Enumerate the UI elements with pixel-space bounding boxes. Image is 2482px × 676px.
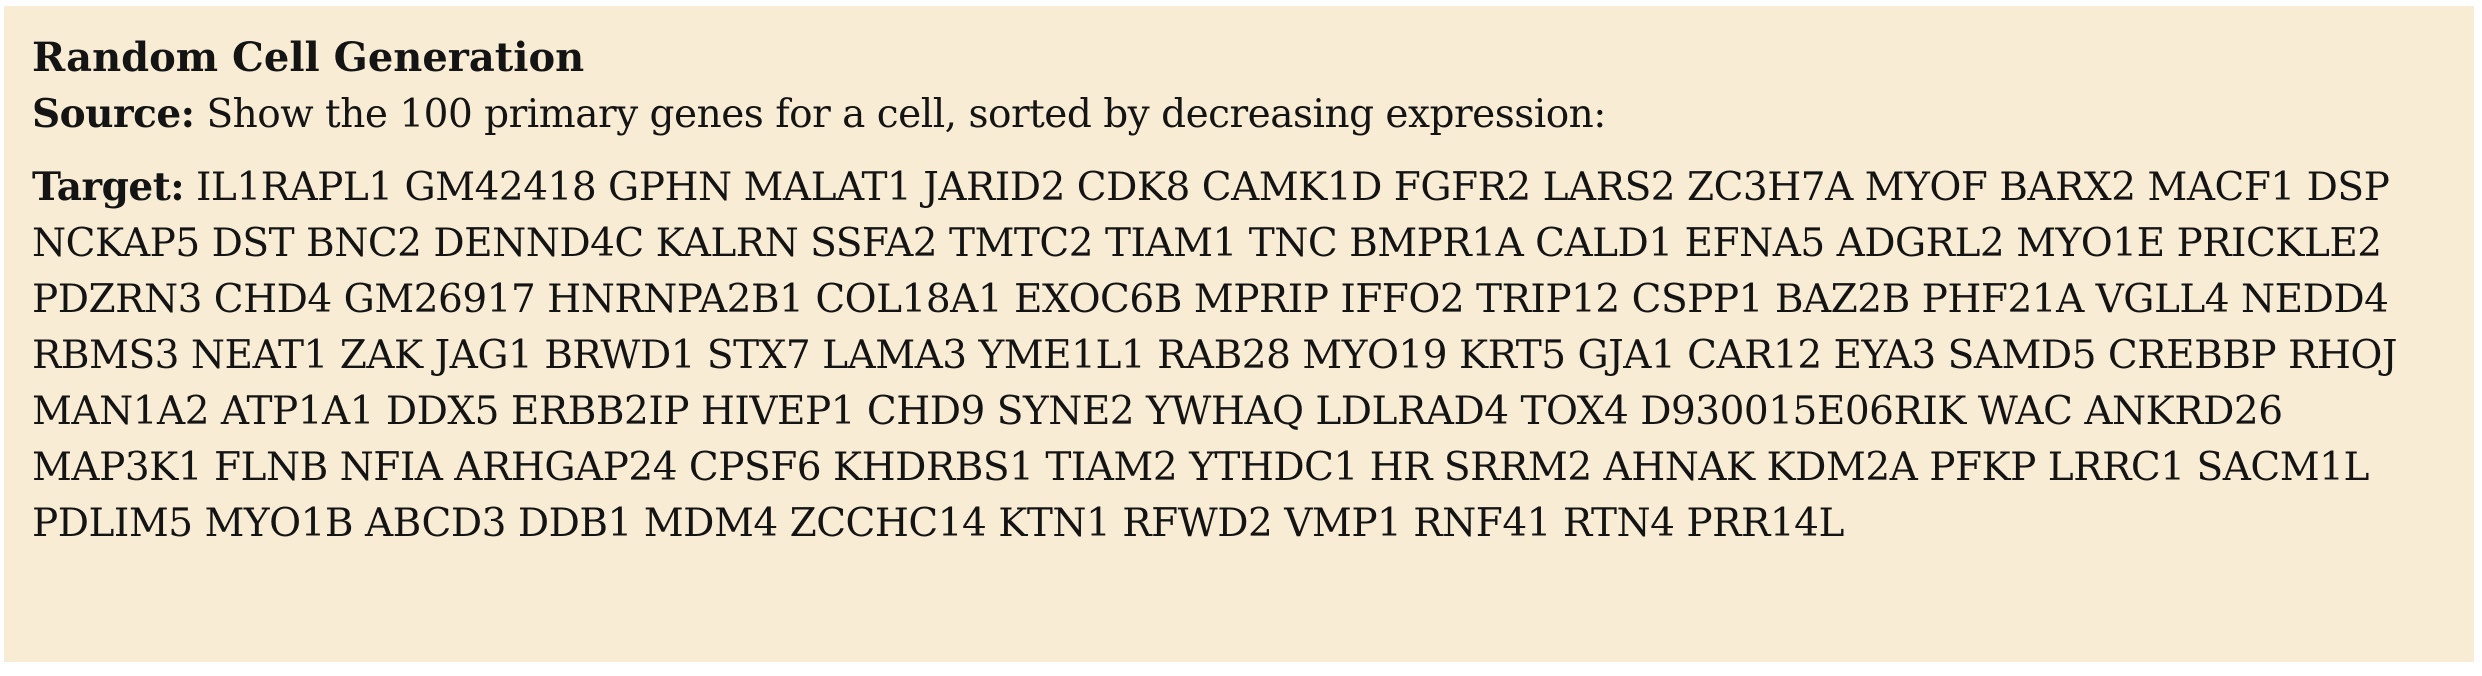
target-gene-list: IL1RAPL1 GM42418 GPHN MALAT1 JARID2 CDK8…: [32, 165, 2398, 546]
card-title: Random Cell Generation: [32, 34, 585, 81]
target-paragraph: Target: IL1RAPL1 GM42418 GPHN MALAT1 JAR…: [32, 159, 2446, 552]
source-paragraph: Source: Show the 100 primary genes for a…: [32, 86, 2446, 143]
prompt-card: Random Cell Generation Source: Show the …: [4, 6, 2474, 662]
target-label: Target:: [32, 164, 185, 210]
source-label: Source:: [32, 91, 195, 137]
source-text: Show the 100 primary genes for a cell, s…: [206, 92, 1606, 137]
